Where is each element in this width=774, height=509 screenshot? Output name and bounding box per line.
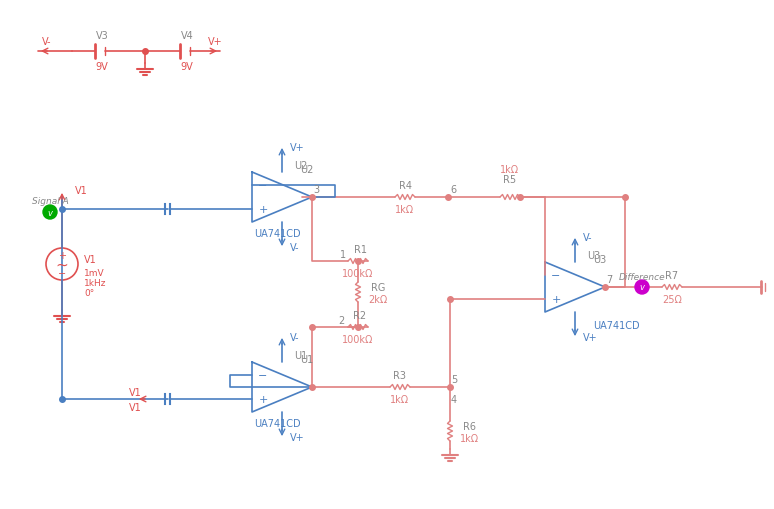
Text: V+: V+ — [207, 37, 222, 47]
Circle shape — [635, 280, 649, 294]
Text: 3: 3 — [313, 185, 319, 194]
Text: 25Ω: 25Ω — [662, 294, 682, 304]
Text: 9V: 9V — [96, 62, 108, 72]
Text: R5: R5 — [503, 175, 516, 185]
Text: U3: U3 — [593, 254, 606, 265]
Text: Signal A: Signal A — [32, 197, 68, 206]
Text: 100kΩ: 100kΩ — [342, 334, 374, 344]
Text: 1mV: 1mV — [84, 269, 104, 278]
Text: 1kΩ: 1kΩ — [396, 205, 415, 215]
Text: U1: U1 — [294, 350, 307, 360]
Text: ~: ~ — [56, 257, 68, 272]
Text: RG: RG — [371, 282, 385, 293]
Text: 2kΩ: 2kΩ — [368, 294, 388, 304]
Text: v: v — [639, 283, 645, 292]
Text: R3: R3 — [393, 370, 406, 380]
Text: 1kΩ: 1kΩ — [461, 433, 480, 443]
Text: −: − — [259, 181, 268, 191]
Text: 1: 1 — [340, 249, 346, 260]
Text: 2: 2 — [338, 316, 344, 325]
Text: v: v — [47, 208, 53, 217]
Text: V-: V- — [290, 332, 300, 343]
Text: 5: 5 — [451, 374, 457, 384]
Text: 100kΩ: 100kΩ — [342, 268, 374, 278]
Text: U3: U3 — [587, 250, 601, 261]
Text: V1: V1 — [129, 402, 142, 412]
Text: 9V: 9V — [180, 62, 194, 72]
Text: U2: U2 — [294, 161, 307, 171]
Text: V1: V1 — [75, 186, 87, 195]
Text: 1kΩ: 1kΩ — [390, 394, 409, 404]
Text: U1: U1 — [300, 354, 313, 364]
Text: V1: V1 — [84, 254, 97, 265]
Text: 6: 6 — [450, 185, 456, 194]
Text: −: − — [259, 370, 268, 380]
Text: 4: 4 — [451, 394, 457, 404]
Text: +: + — [259, 394, 268, 404]
Text: V1: V1 — [129, 387, 142, 397]
Text: UA741CD: UA741CD — [254, 418, 300, 428]
Text: V+: V+ — [290, 432, 305, 442]
Text: 1kΩ: 1kΩ — [501, 165, 519, 175]
Text: 7: 7 — [606, 274, 612, 285]
Text: V+: V+ — [290, 143, 305, 153]
Text: UA741CD: UA741CD — [254, 229, 300, 239]
Text: V-: V- — [43, 37, 52, 47]
Text: 0°: 0° — [84, 289, 94, 298]
Text: V3: V3 — [96, 31, 108, 41]
Circle shape — [43, 206, 57, 219]
Text: R4: R4 — [399, 181, 412, 191]
Text: 1kHz: 1kHz — [84, 279, 107, 288]
Text: UA741CD: UA741CD — [593, 320, 639, 330]
Text: V4: V4 — [180, 31, 194, 41]
Text: V-: V- — [290, 242, 300, 252]
Text: V-: V- — [583, 233, 593, 242]
Text: −: − — [58, 268, 66, 278]
Text: R6: R6 — [464, 421, 477, 431]
Text: −: − — [551, 270, 560, 280]
Text: R2: R2 — [354, 310, 367, 320]
Text: V+: V+ — [583, 332, 598, 343]
Text: R1: R1 — [354, 244, 367, 254]
Text: +: + — [259, 205, 268, 215]
Text: R7: R7 — [666, 270, 679, 280]
Text: +: + — [58, 250, 66, 261]
Text: Difference: Difference — [618, 272, 666, 281]
Text: +: + — [551, 294, 560, 304]
Text: U2: U2 — [300, 165, 313, 175]
